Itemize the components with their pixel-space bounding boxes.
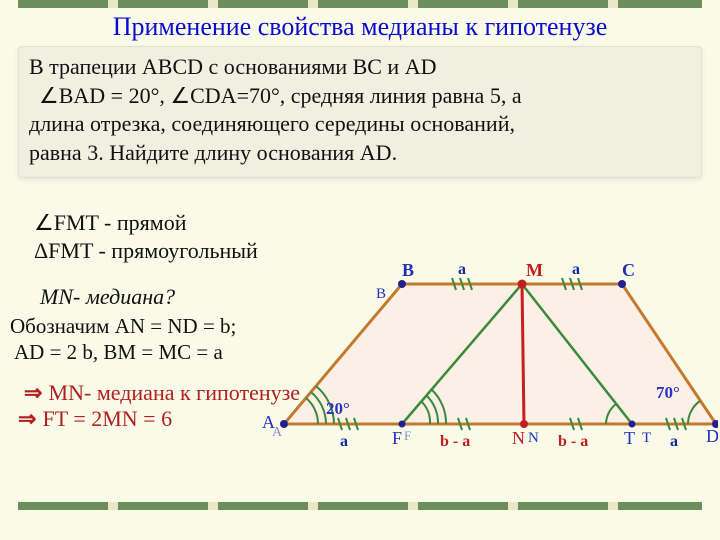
seg-bma-1: b - a: [440, 433, 470, 450]
seg-a-bot1: a: [340, 433, 348, 450]
label-C: C: [622, 260, 635, 280]
problem-line-3: длина отрезка, соединяющего середины осн…: [29, 110, 691, 139]
problem-line-1: В трапеции ABCD с основаниями ВС и AD: [29, 53, 691, 82]
angle-cda: ∠CDA=70°, средняя линия равна 5, а: [170, 83, 521, 108]
denote-an-nd: Обозначим AN = ND = b;: [10, 314, 236, 339]
label-D: D: [706, 426, 718, 446]
conclusion-mn-median: ⇒ MN- медиана к гипотенузе: [24, 380, 300, 406]
seg-a-bot2: a: [670, 433, 678, 450]
seg-a-top1: a: [458, 261, 466, 278]
label-T2: T: [642, 430, 651, 446]
angle-bad: ∠BAD = 20°,: [39, 83, 170, 108]
label-T: T: [624, 428, 635, 448]
trapezoid-diagram: A A B B C D M F F N N T T 20° 70° a a a …: [262, 256, 718, 456]
decorative-bottom-stripe: [18, 502, 702, 510]
label-N: N: [512, 428, 525, 448]
page-title: Применение свойства медианы к гипотенузе: [0, 12, 720, 42]
fmt-right-angle: ∠FMT - прямой: [34, 210, 186, 236]
problem-line-2: ∠BAD = 20°, ∠CDA=70°, средняя линия равн…: [29, 82, 691, 111]
ad-2b: AD = 2 b, BM = MC = a: [14, 340, 223, 365]
seg-bma-2: b - a: [558, 433, 588, 450]
label-N2: N: [528, 430, 539, 446]
decorative-top-stripe: [18, 0, 702, 8]
label-B2: B: [376, 286, 386, 302]
label-F2: F: [404, 428, 411, 443]
seg-a-top2: a: [572, 261, 580, 278]
angle-70: 70°: [656, 383, 680, 402]
problem-statement: В трапеции ABCD с основаниями ВС и AD ∠B…: [18, 46, 702, 178]
label-A2: A: [272, 425, 283, 440]
seg-MN: [522, 284, 524, 424]
label-B: B: [402, 260, 414, 280]
problem-line-4: равна 3. Найдите длину основания AD.: [29, 139, 691, 168]
mn-median-question: MN- медиана?: [40, 284, 175, 310]
triangle-fmt: ΔFMT - прямоугольный: [34, 238, 258, 264]
label-F: F: [392, 428, 402, 448]
angle-20: 20°: [326, 399, 350, 418]
label-M: M: [526, 260, 543, 280]
conclusion-ft: ⇒ FT = 2MN = 6: [18, 406, 172, 432]
